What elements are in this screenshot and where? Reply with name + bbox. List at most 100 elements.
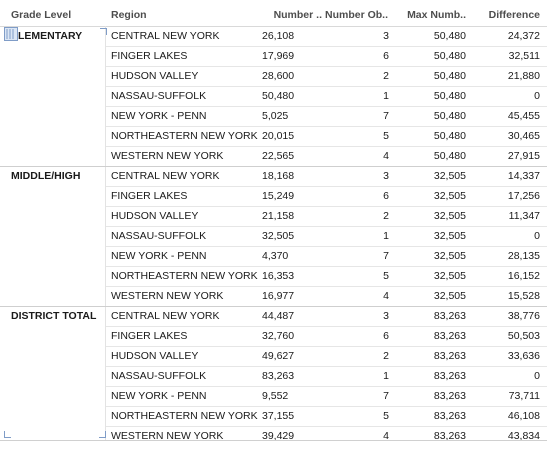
- region-cell: WESTERN NEW YORK: [111, 150, 224, 162]
- number-cell: 15,249: [262, 190, 295, 202]
- number-cell: 5,025: [262, 110, 289, 122]
- number-ob-cell: 7: [383, 110, 389, 122]
- number-cell: 16,977: [262, 290, 295, 302]
- number-cell: 32,760: [262, 330, 295, 342]
- table-row[interactable]: FINGER LAKES 32,760 6 83,263 50,503: [106, 326, 547, 347]
- number-ob-cell: 6: [383, 50, 389, 62]
- difference-cell: 0: [534, 90, 540, 102]
- number-ob-cell: 5: [383, 270, 389, 282]
- number-ob-cell: 4: [383, 290, 389, 302]
- difference-cell: 28,135: [507, 250, 540, 262]
- number-ob-cell: 5: [383, 130, 389, 142]
- number-ob-cell: 3: [383, 310, 389, 322]
- grade-region-divider: [105, 26, 106, 440]
- table-row[interactable]: FINGER LAKES 17,969 6 50,480 32,511: [106, 46, 547, 67]
- number-ob-cell: 5: [383, 410, 389, 422]
- number-cell: 18,168: [262, 170, 295, 182]
- table-row[interactable]: CENTRAL NEW YORK 26,108 3 50,480 24,372: [106, 26, 547, 47]
- number-cell: 83,263: [262, 370, 295, 382]
- number-ob-cell: 2: [383, 70, 389, 82]
- number-cell: 22,565: [262, 150, 295, 162]
- table-row[interactable]: HUDSON VALLEY 28,600 2 50,480 21,880: [106, 66, 547, 87]
- number-ob-cell: 4: [383, 430, 389, 442]
- difference-cell: 30,465: [507, 130, 540, 142]
- number-cell: 4,370: [262, 250, 289, 262]
- max-number-cell: 83,263: [433, 430, 466, 442]
- region-cell: NORTHEASTERN NEW YORK: [111, 270, 258, 282]
- header-difference[interactable]: Difference: [488, 9, 540, 21]
- difference-cell: 32,511: [508, 50, 540, 62]
- number-ob-cell: 6: [383, 330, 389, 342]
- grade-level-label[interactable]: DISTRICT TOTAL: [11, 310, 97, 322]
- horizontal-scrollbar[interactable]: [0, 440, 547, 452]
- number-ob-cell: 3: [383, 170, 389, 182]
- corner-marker-icon: [99, 431, 106, 438]
- table-row[interactable]: HUDSON VALLEY 49,627 2 83,263 33,636: [106, 346, 547, 367]
- table-row[interactable]: NASSAU-SUFFOLK 32,505 1 32,505 0: [106, 226, 547, 247]
- header-number-ob[interactable]: Number Ob..: [324, 9, 388, 21]
- header-number[interactable]: Number ..: [273, 9, 322, 21]
- grade-group: MIDDLE/HIGH: [0, 166, 547, 306]
- grade-level-label[interactable]: ELEMENTARY: [11, 30, 83, 42]
- table-row[interactable]: WESTERN NEW YORK 16,977 4 32,505 15,528: [106, 286, 547, 307]
- table-row[interactable]: NEW YORK - PENN 9,552 7 83,263 73,711: [106, 386, 547, 407]
- table-row[interactable]: FINGER LAKES 15,249 6 32,505 17,256: [106, 186, 547, 207]
- table-row[interactable]: WESTERN NEW YORK 22,565 4 50,480 27,915: [106, 146, 547, 167]
- table-row[interactable]: CENTRAL NEW YORK 44,487 3 83,263 38,776: [106, 306, 547, 327]
- region-cell: FINGER LAKES: [111, 190, 188, 202]
- table-row[interactable]: NASSAU-SUFFOLK 50,480 1 50,480 0: [106, 86, 547, 107]
- grade-level-label[interactable]: MIDDLE/HIGH: [11, 170, 81, 182]
- number-ob-cell: 7: [383, 390, 389, 402]
- number-cell: 26,108: [262, 30, 295, 42]
- table-row[interactable]: CENTRAL NEW YORK 18,168 3 32,505 14,337: [106, 166, 547, 187]
- number-ob-cell: 4: [383, 150, 389, 162]
- resize-handle-icon[interactable]: [100, 28, 107, 35]
- header-grade-level[interactable]: Grade Level: [11, 9, 72, 21]
- max-number-cell: 32,505: [433, 210, 466, 222]
- table-row[interactable]: NORTHEASTERN NEW YORK 16,353 5 32,505 16…: [106, 266, 547, 287]
- max-number-cell: 50,480: [433, 150, 466, 162]
- table-row[interactable]: NEW YORK - PENN 5,025 7 50,480 45,455: [106, 106, 547, 127]
- number-cell: 28,600: [262, 70, 295, 82]
- difference-cell: 50,503: [507, 330, 540, 342]
- difference-cell: 14,337: [507, 170, 540, 182]
- table-row[interactable]: NASSAU-SUFFOLK 83,263 1 83,263 0: [106, 366, 547, 387]
- region-cell: NEW YORK - PENN: [111, 250, 207, 262]
- region-cell: CENTRAL NEW YORK: [111, 170, 220, 182]
- max-number-cell: 50,480: [433, 110, 466, 122]
- difference-cell: 24,372: [507, 30, 540, 42]
- region-cell: CENTRAL NEW YORK: [111, 30, 220, 42]
- max-number-cell: 83,263: [433, 330, 466, 342]
- region-cell: FINGER LAKES: [111, 330, 188, 342]
- number-cell: 21,158: [262, 210, 295, 222]
- region-cell: NASSAU-SUFFOLK: [111, 90, 207, 102]
- header-max-number[interactable]: Max Numb..: [407, 9, 466, 21]
- difference-cell: 43,834: [507, 430, 540, 442]
- region-cell: HUDSON VALLEY: [111, 70, 199, 82]
- max-number-cell: 32,505: [433, 290, 466, 302]
- max-number-cell: 50,480: [433, 30, 466, 42]
- difference-cell: 21,880: [507, 70, 540, 82]
- header-region[interactable]: Region: [111, 9, 147, 21]
- region-cell: HUDSON VALLEY: [111, 210, 199, 222]
- number-ob-cell: 1: [383, 90, 389, 102]
- max-number-cell: 83,263: [433, 310, 466, 322]
- table-row[interactable]: NORTHEASTERN NEW YORK 20,015 5 50,480 30…: [106, 126, 547, 147]
- selection-grip-icon[interactable]: [4, 27, 18, 41]
- table-row[interactable]: HUDSON VALLEY 21,158 2 32,505 11,347: [106, 206, 547, 227]
- table-row[interactable]: NORTHEASTERN NEW YORK 37,155 5 83,263 46…: [106, 406, 547, 427]
- difference-cell: 11,347: [508, 210, 540, 222]
- max-number-cell: 32,505: [433, 270, 466, 282]
- difference-cell: 0: [534, 230, 540, 242]
- number-cell: 9,552: [262, 390, 289, 402]
- difference-cell: 45,455: [507, 110, 540, 122]
- number-ob-cell: 1: [383, 370, 389, 382]
- max-number-cell: 32,505: [433, 230, 466, 242]
- max-number-cell: 50,480: [433, 90, 466, 102]
- number-cell: 20,015: [262, 130, 295, 142]
- grade-group: DISTRICT TOTAL: [0, 306, 547, 446]
- number-cell: 49,627: [262, 350, 295, 362]
- max-number-cell: 83,263: [433, 390, 466, 402]
- table-row[interactable]: NEW YORK - PENN 4,370 7 32,505 28,135: [106, 246, 547, 267]
